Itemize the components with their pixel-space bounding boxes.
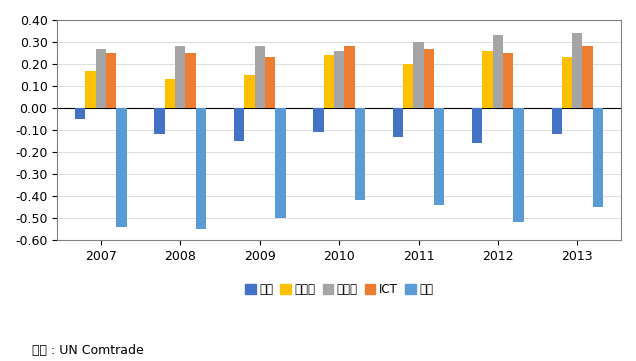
Bar bbox=[513, 108, 523, 222]
Bar bbox=[96, 49, 106, 108]
Bar bbox=[324, 55, 334, 108]
Bar bbox=[254, 46, 265, 108]
Bar bbox=[85, 70, 96, 108]
Legend: 저위, 중저위, 중고위, ICT, 철단: 저위, 중저위, 중고위, ICT, 철단 bbox=[240, 279, 438, 301]
Bar bbox=[275, 108, 286, 218]
Bar bbox=[186, 53, 196, 108]
Bar bbox=[265, 57, 275, 108]
Bar bbox=[392, 108, 403, 136]
Bar bbox=[106, 53, 116, 108]
Bar bbox=[503, 53, 513, 108]
Bar bbox=[344, 46, 355, 108]
Bar bbox=[483, 51, 493, 108]
Bar bbox=[413, 42, 424, 108]
Bar bbox=[334, 51, 344, 108]
Bar bbox=[116, 108, 127, 227]
Bar bbox=[472, 108, 483, 143]
Bar bbox=[244, 75, 254, 108]
Bar bbox=[562, 57, 572, 108]
Bar bbox=[196, 108, 206, 229]
Bar bbox=[314, 108, 324, 132]
Bar bbox=[434, 108, 445, 205]
Bar bbox=[583, 46, 593, 108]
Bar bbox=[551, 108, 562, 134]
Bar bbox=[234, 108, 244, 141]
Bar bbox=[572, 33, 583, 108]
Bar bbox=[403, 64, 413, 108]
Bar bbox=[424, 49, 434, 108]
Bar bbox=[593, 108, 603, 207]
Bar bbox=[493, 35, 503, 108]
Bar bbox=[175, 46, 186, 108]
Text: 자료 : UN Comtrade: 자료 : UN Comtrade bbox=[32, 344, 144, 357]
Bar bbox=[355, 108, 365, 200]
Bar bbox=[165, 79, 175, 108]
Bar bbox=[75, 108, 85, 119]
Bar bbox=[155, 108, 165, 134]
